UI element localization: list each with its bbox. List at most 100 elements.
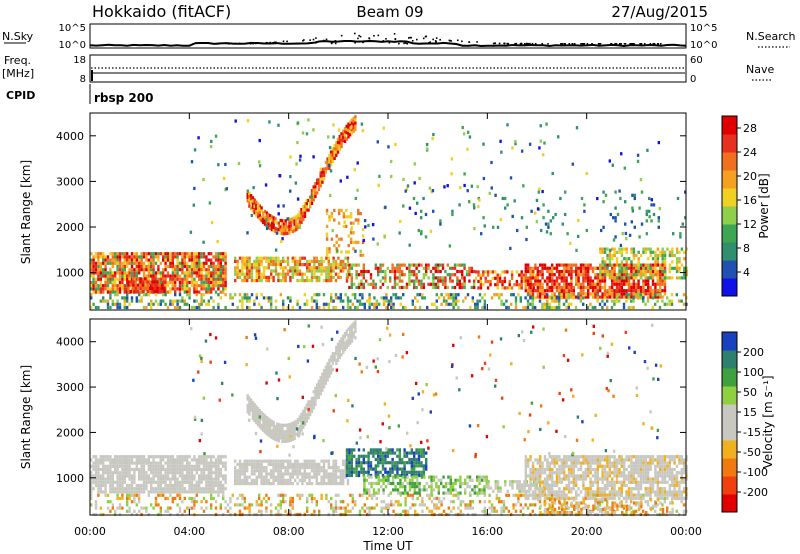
velocity-cell	[121, 474, 124, 478]
power-cell	[263, 216, 267, 220]
velocity-cell	[301, 482, 304, 486]
power-cell	[482, 283, 485, 287]
power-cell	[345, 224, 348, 228]
power-cell	[186, 284, 189, 288]
power-cell	[591, 279, 595, 283]
power-cell	[150, 284, 153, 288]
velocity-cell	[217, 474, 220, 478]
power-cell	[317, 181, 321, 185]
power-cell	[477, 286, 480, 290]
velocity-cell	[186, 458, 189, 462]
power-cell	[350, 131, 354, 135]
power-cell	[450, 293, 453, 297]
power-cell	[463, 279, 466, 283]
power-cell	[219, 284, 222, 288]
power-cell	[205, 287, 208, 291]
power-cell	[637, 296, 640, 300]
power-cell	[123, 274, 126, 278]
power-cell	[248, 256, 251, 260]
power-cell	[524, 273, 527, 277]
power-cell	[274, 272, 278, 276]
power-cell	[129, 290, 133, 294]
power-cell	[435, 299, 438, 303]
power-cell	[587, 292, 590, 296]
power-cell	[611, 263, 614, 267]
power-cell	[415, 266, 418, 270]
power-cell	[649, 289, 652, 293]
velocity-cell	[178, 467, 182, 472]
power-cell	[202, 280, 206, 285]
velocity-cell	[217, 471, 220, 475]
power-cell	[303, 205, 307, 209]
power-cell	[214, 290, 218, 294]
power-cell	[495, 293, 498, 297]
power-cell	[623, 266, 626, 270]
power-cell	[594, 282, 597, 286]
power-cell	[340, 145, 343, 149]
power-cell	[671, 247, 674, 251]
velocity-cell	[188, 487, 191, 491]
power-cell	[546, 295, 549, 299]
power-cell	[575, 276, 578, 280]
power-cell	[310, 189, 314, 193]
velocity-cell	[345, 470, 349, 474]
velocity-cell	[114, 467, 117, 472]
power-cell	[267, 212, 270, 216]
velocity-cell	[142, 483, 146, 488]
velocity-cell	[584, 506, 587, 510]
power-cell	[552, 216, 555, 220]
power-cell	[611, 163, 614, 167]
power-cell	[262, 256, 266, 260]
velocity-cell	[421, 509, 424, 513]
velocity-cell	[421, 503, 424, 507]
power-cell	[682, 293, 686, 297]
power-cell	[678, 257, 681, 261]
power-cell	[539, 295, 542, 299]
velocity-cell	[174, 480, 177, 484]
velocity-cell	[334, 459, 338, 463]
power-cell	[116, 299, 119, 303]
velocity-cell	[348, 464, 351, 468]
power-cell	[339, 296, 342, 300]
power-cell	[210, 258, 213, 262]
velocity-cell	[291, 472, 294, 476]
power-cell	[656, 247, 660, 251]
power-cell	[614, 206, 617, 210]
power-cell	[90, 264, 93, 269]
velocity-cell	[118, 487, 122, 491]
velocity-cell	[362, 461, 365, 465]
power-cell	[529, 302, 532, 306]
velocity-cell	[159, 461, 162, 465]
power-cell	[126, 284, 129, 288]
velocity-cell	[193, 483, 196, 488]
power-cell	[296, 279, 299, 283]
power-cell	[594, 273, 597, 277]
power-cell	[212, 299, 215, 303]
velocity-cell	[174, 474, 177, 478]
power-cell	[336, 144, 340, 148]
power-cell	[446, 263, 449, 267]
power-cell	[326, 166, 329, 171]
nsky-dot	[312, 38, 315, 41]
velocity-cell	[322, 462, 326, 466]
power-cell	[346, 269, 350, 273]
velocity-cell	[207, 464, 210, 468]
velocity-cell	[154, 471, 158, 475]
velocity-cell	[169, 464, 172, 468]
velocity-cell	[102, 483, 105, 488]
velocity-cell	[282, 493, 285, 497]
power-cell	[92, 258, 95, 262]
velocity-cell	[210, 503, 213, 507]
power-cell	[301, 279, 304, 283]
power-cell	[532, 283, 535, 287]
power-cell	[281, 232, 284, 236]
power-cell	[464, 296, 467, 300]
power-cell	[106, 287, 110, 291]
power-cell	[458, 279, 461, 283]
velocity-cell	[174, 487, 177, 491]
power-cell	[651, 289, 655, 293]
power-cell	[246, 279, 249, 283]
power-cell	[346, 259, 350, 263]
power-cell	[111, 277, 114, 281]
velocity-cell	[140, 474, 143, 478]
